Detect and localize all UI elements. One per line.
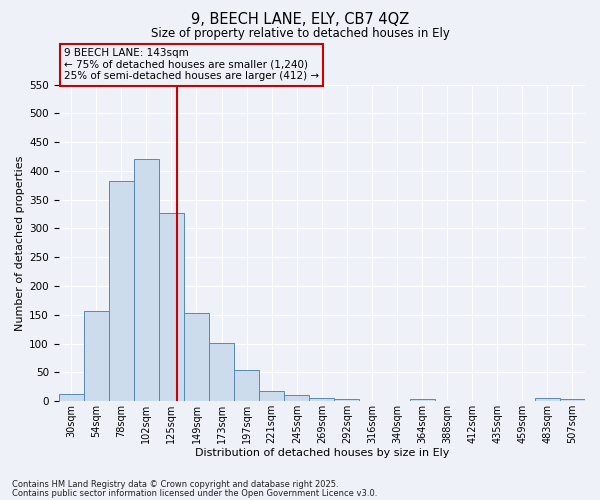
Text: 9 BEECH LANE: 143sqm
← 75% of detached houses are smaller (1,240)
25% of semi-de: 9 BEECH LANE: 143sqm ← 75% of detached h… (64, 48, 319, 82)
Bar (159, 213, 184, 401)
Bar (259, 391, 284, 401)
Bar (59, 394, 84, 401)
Bar (134, 159, 159, 401)
Bar (209, 343, 234, 401)
X-axis label: Distribution of detached houses by size in Ely: Distribution of detached houses by size … (194, 448, 449, 458)
Bar (184, 313, 209, 401)
Text: Size of property relative to detached houses in Ely: Size of property relative to detached ho… (151, 28, 449, 40)
Bar (84, 311, 109, 401)
Bar (234, 370, 259, 401)
Text: Contains public sector information licensed under the Open Government Licence v3: Contains public sector information licen… (12, 488, 377, 498)
Bar (410, 400, 434, 401)
Bar (309, 398, 334, 401)
Bar (109, 180, 134, 401)
Text: Contains HM Land Registry data © Crown copyright and database right 2025.: Contains HM Land Registry data © Crown c… (12, 480, 338, 489)
Bar (535, 398, 560, 401)
Bar (334, 399, 359, 401)
Text: 9, BEECH LANE, ELY, CB7 4QZ: 9, BEECH LANE, ELY, CB7 4QZ (191, 12, 409, 28)
Bar (460, 400, 485, 401)
Bar (560, 399, 585, 401)
Bar (284, 396, 309, 401)
Bar (434, 400, 460, 401)
Y-axis label: Number of detached properties: Number of detached properties (15, 155, 25, 330)
